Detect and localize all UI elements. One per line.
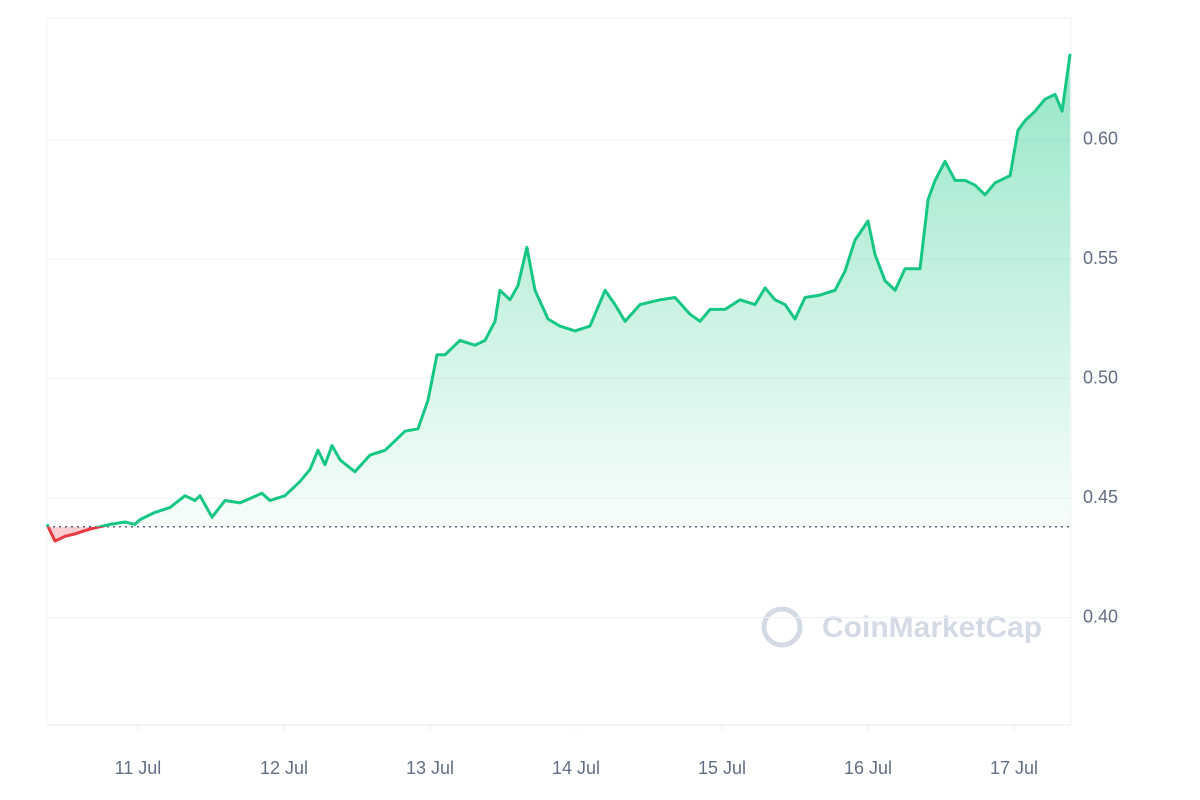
x-tick-label: 13 Jul [406, 758, 454, 778]
watermark-logo [761, 606, 803, 648]
x-tick-label: 12 Jul [260, 758, 308, 778]
watermark-text: CoinMarketCap [822, 611, 1042, 644]
x-tick-label: 15 Jul [698, 758, 746, 778]
area-above [47, 53, 1071, 527]
y-tick-label: 0.50 [1083, 367, 1118, 387]
y-tick-label: 0.55 [1083, 248, 1118, 268]
y-tick-label: 0.40 [1083, 606, 1118, 626]
y-tick-label: 0.45 [1083, 487, 1118, 507]
y-tick-label: 0.60 [1083, 129, 1118, 149]
price-line [45, 53, 1072, 527]
x-tick-label: 17 Jul [990, 758, 1038, 778]
x-tick-label: 11 Jul [115, 758, 162, 778]
x-tick-label: 14 Jul [552, 758, 600, 778]
x-tick-label: 16 Jul [844, 758, 892, 778]
watermark: CoinMarketCap [761, 606, 1042, 648]
